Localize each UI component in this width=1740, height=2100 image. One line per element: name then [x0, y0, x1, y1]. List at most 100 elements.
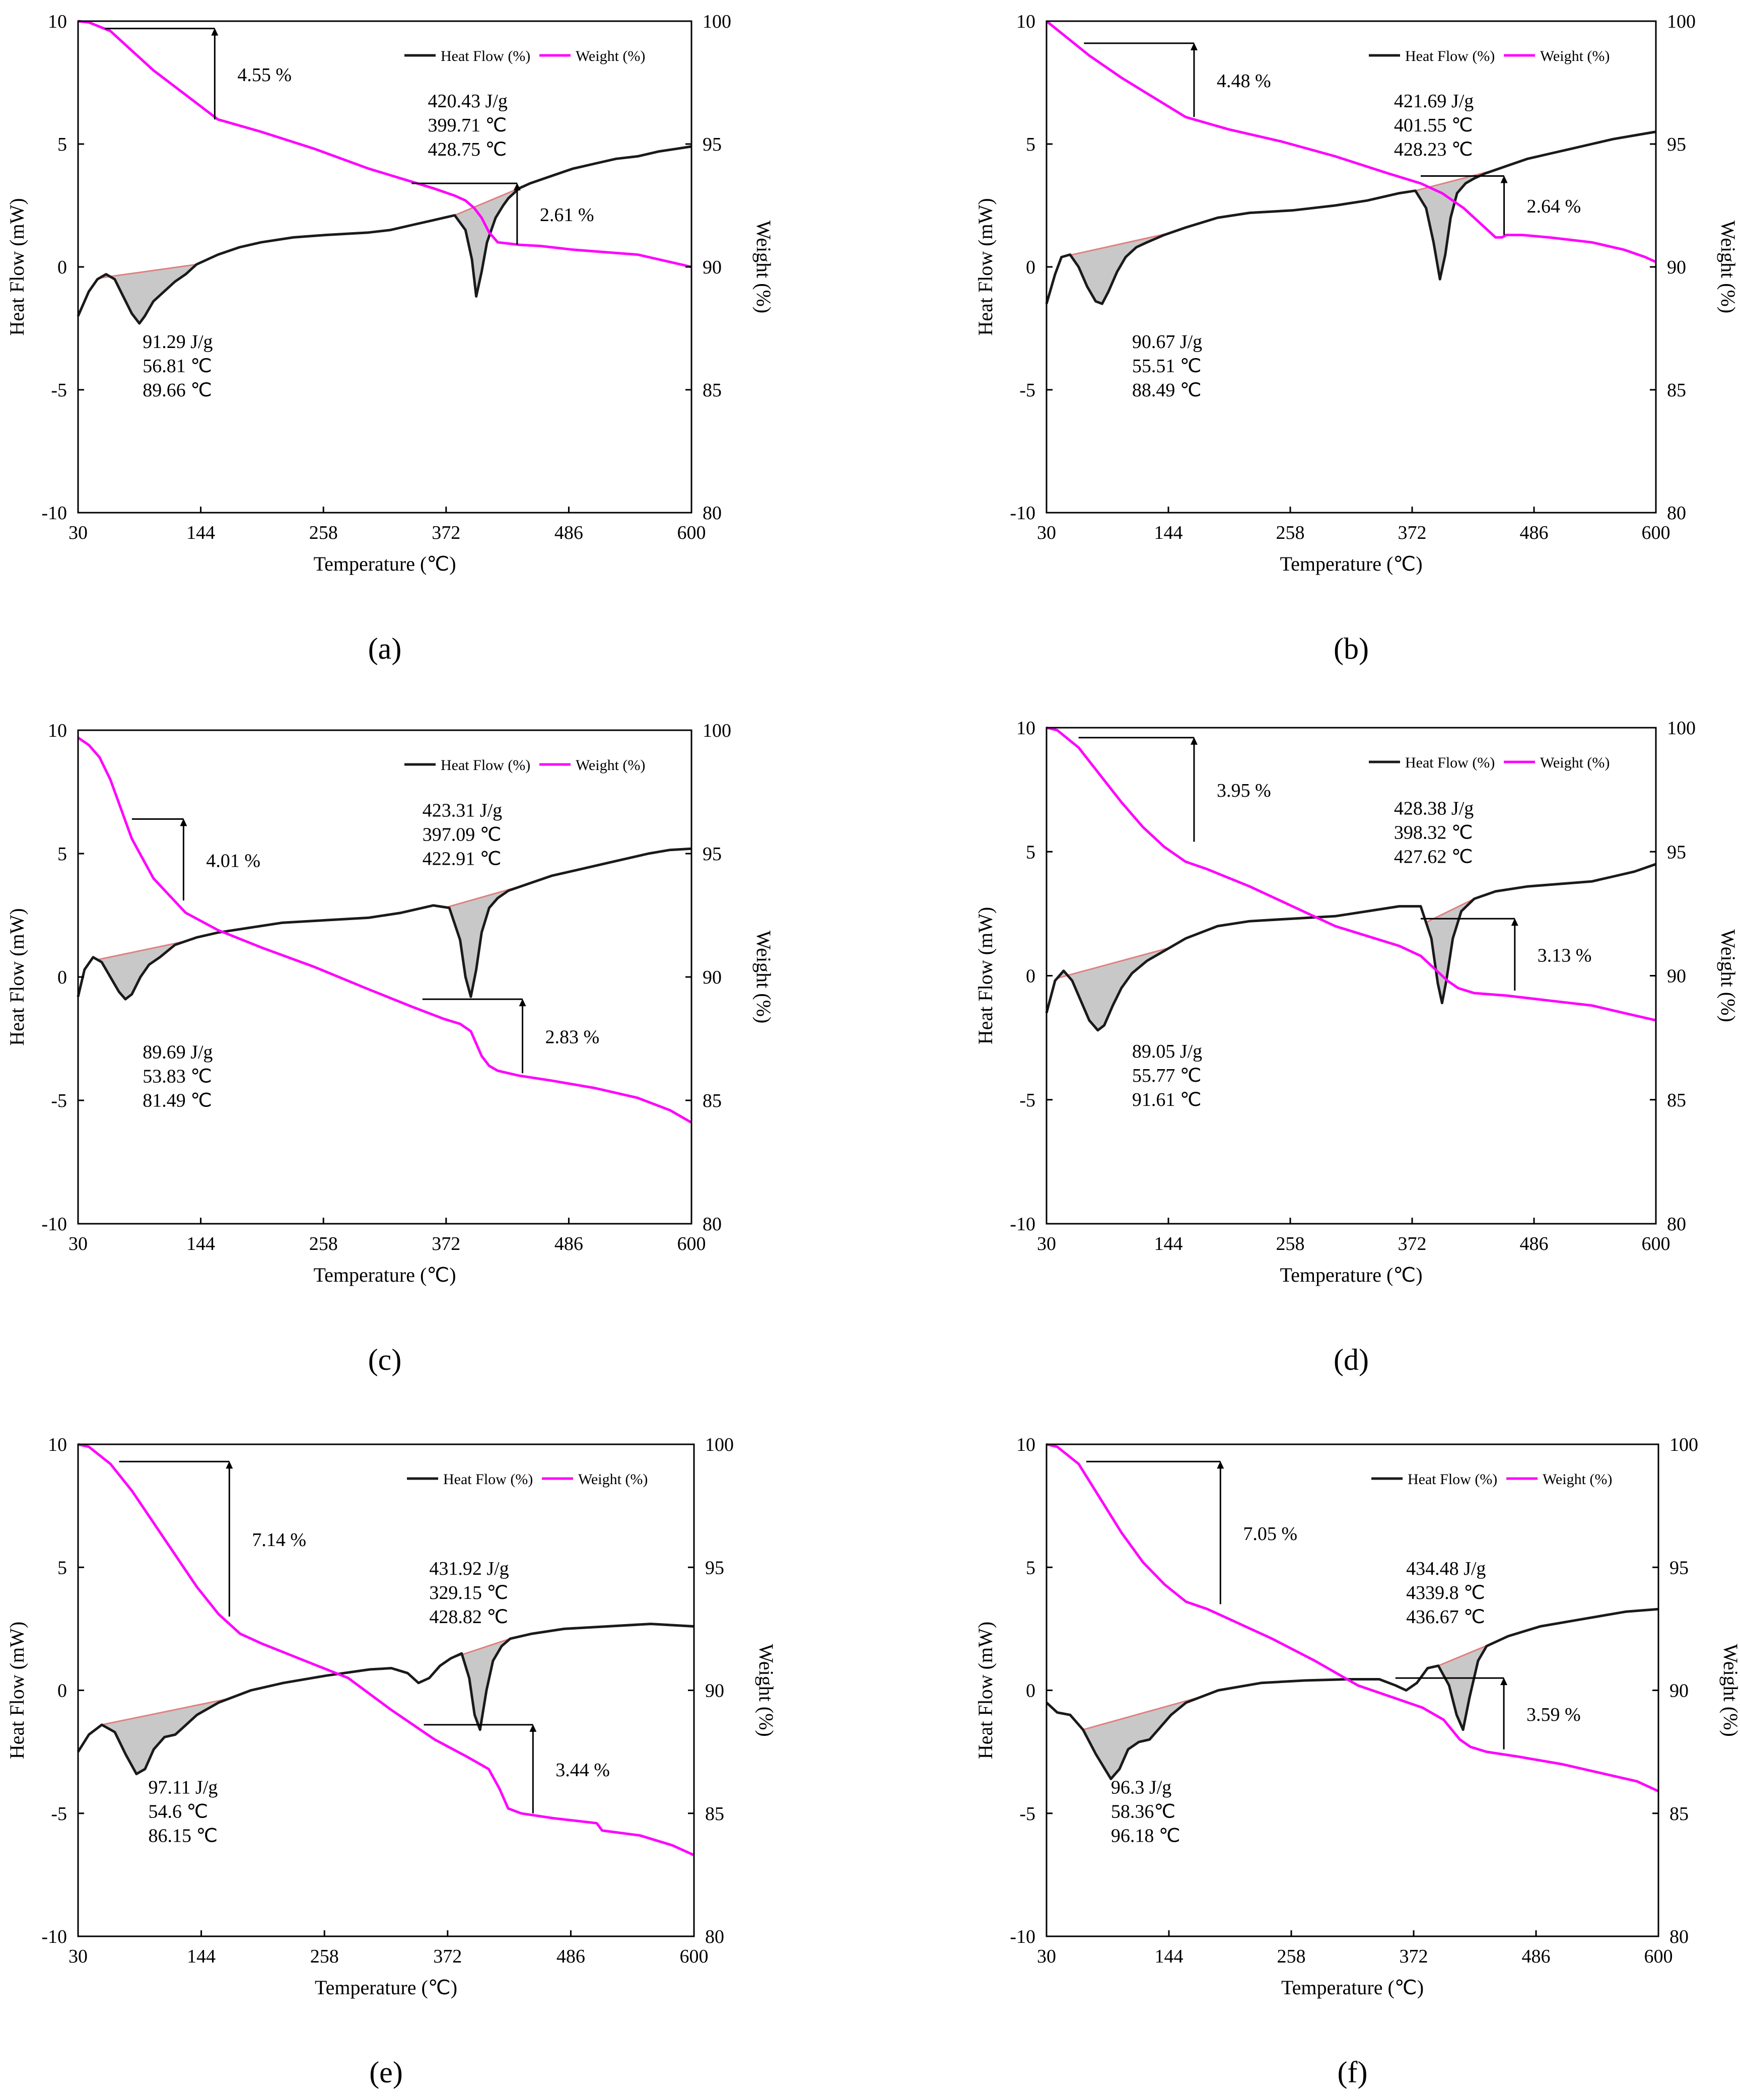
peak-area: [1057, 948, 1170, 1030]
heat-flow-line: [1045, 863, 1656, 1032]
x-tick-label: 30: [68, 522, 88, 543]
y2-tick-label: 90: [703, 257, 722, 278]
y2-tick-label: 85: [703, 1090, 722, 1111]
x-axis-label: Temperature (℃): [1280, 552, 1422, 575]
x-tick-label: 258: [310, 1946, 339, 1967]
peak-area: [451, 1638, 511, 1729]
y-axis-label: Heat Flow (mW): [974, 1622, 997, 1759]
annotation-text: 397.09 ℃: [423, 824, 502, 846]
step-label: 2.83 %: [545, 1027, 600, 1048]
step-label: 7.14 %: [252, 1529, 306, 1551]
annotation-text: 55.77 ℃: [1132, 1065, 1202, 1086]
annotation-text: 54.6 ℃: [148, 1801, 208, 1823]
x-tick-label: 600: [1642, 522, 1671, 543]
x-tick-label: 30: [1037, 1946, 1056, 1967]
y2-tick-label: 100: [1667, 718, 1696, 739]
annotation-text: 401.55 ℃: [1394, 115, 1473, 136]
y2-axis-label: Weight (%): [1717, 929, 1739, 1022]
annotation-text: 91.29 J/g: [143, 331, 213, 353]
peak-baseline: [1061, 232, 1170, 258]
step-marker-arrowhead: [1190, 737, 1198, 745]
peak-area: [99, 264, 197, 323]
x-tick-label: 600: [1642, 1233, 1671, 1254]
step-marker-arrowhead: [513, 183, 521, 191]
y2-tick-label: 95: [1667, 842, 1686, 863]
y2-tick-label: 85: [1667, 380, 1686, 401]
annotation-text: 97.11 J/g: [148, 1777, 218, 1798]
legend-weight-label: Weight (%): [576, 757, 645, 774]
x-tick-label: 486: [1522, 1946, 1551, 1967]
y2-tick-label: 80: [1667, 503, 1686, 524]
step-marker-arrowhead: [529, 1724, 537, 1732]
y-tick-label: 10: [48, 1434, 67, 1455]
y-axis-label: Heat Flow (mW): [6, 198, 28, 335]
annotation-text: 428.23 ℃: [1394, 139, 1473, 160]
annotation-text: 431.92 J/g: [429, 1558, 509, 1579]
peak-baseline: [99, 263, 197, 279]
x-tick-label: 30: [1037, 522, 1056, 543]
step-label: 3.44 %: [555, 1760, 610, 1781]
chart-panel-e: 7.14 % 3.44 % 431.92 J/g 329.15 ℃ 428.82 ℃ 97…: [6, 1434, 778, 2089]
legend-heat-flow-label: Heat Flow (%): [443, 1471, 533, 1488]
y-tick-label: 10: [1016, 11, 1035, 32]
chart-panel-a: 4.55 % 2.61 % 420.43 J/g 399.71 ℃ 428.75 ℃ 91…: [6, 11, 775, 665]
annotation-text: 88.49 ℃: [1132, 380, 1202, 401]
heat-flow-line: [1045, 130, 1656, 305]
step-marker-arrowhead: [211, 28, 219, 36]
y2-tick-label: 90: [1669, 1681, 1689, 1702]
y-tick-label: 0: [1026, 1681, 1035, 1702]
peak-baseline: [101, 1698, 230, 1726]
plot-frame: [77, 1443, 695, 1937]
y2-tick-label: 90: [1667, 966, 1686, 987]
x-tick-label: 486: [556, 1946, 585, 1967]
legend-heat-flow-label: Heat Flow (%): [441, 757, 530, 774]
step-label: 3.13 %: [1538, 945, 1592, 966]
panel-caption: (a): [368, 632, 402, 665]
y2-tick-label: 85: [705, 1803, 724, 1825]
annotation-text: 96.18 ℃: [1111, 1826, 1180, 1847]
y-axis-label: Heat Flow (mW): [6, 1622, 28, 1759]
peak-baseline: [454, 187, 520, 216]
x-tick-label: 372: [432, 1233, 460, 1254]
step-label: 7.05 %: [1243, 1523, 1297, 1545]
y-tick-label: 5: [1026, 842, 1035, 863]
y2-axis-label: Weight (%): [752, 931, 775, 1024]
x-tick-label: 144: [186, 1233, 215, 1254]
x-tick-label: 30: [68, 1946, 88, 1967]
plot-frame: [1046, 20, 1657, 514]
step-marker-arrowhead: [1500, 175, 1508, 183]
annotation-text: 428.82 ℃: [429, 1606, 508, 1628]
panel-caption: (d): [1334, 1343, 1369, 1376]
y2-tick-label: 95: [1669, 1557, 1689, 1578]
y-tick-label: 10: [48, 11, 67, 32]
x-tick-label: 486: [554, 1233, 583, 1254]
weight-line: [78, 20, 692, 268]
y-tick-label: 0: [1026, 257, 1035, 278]
panel-caption: (e): [369, 2056, 403, 2089]
y-tick-label: -10: [1010, 1214, 1035, 1235]
annotation-text: 56.81 ℃: [143, 356, 212, 377]
step-marker-arrowhead: [1500, 1677, 1508, 1686]
legend-heat-flow-label: Heat Flow (%): [441, 48, 530, 64]
x-tick-label: 486: [1520, 1233, 1549, 1254]
y2-tick-label: 80: [1667, 1214, 1686, 1235]
x-tick-label: 600: [680, 1946, 709, 1967]
x-tick-label: 258: [309, 522, 338, 543]
x-tick-label: 372: [1400, 1946, 1428, 1967]
annotation-text: 420.43 J/g: [428, 91, 507, 112]
annotation-text: 434.48 J/g: [1406, 1558, 1486, 1579]
step-marker-arrowhead: [1190, 42, 1198, 50]
y2-tick-label: 90: [1667, 257, 1686, 278]
annotation-text: 398.32 ℃: [1394, 822, 1473, 843]
y2-tick-label: 80: [1669, 1926, 1689, 1947]
weight-line: [1046, 1443, 1659, 1793]
y2-tick-label: 80: [703, 503, 722, 524]
heat-flow-line: [77, 1623, 694, 1776]
heat-flow-line: [1046, 1607, 1659, 1780]
annotation-text: 86.15 ℃: [148, 1826, 218, 1847]
y-tick-label: 10: [1016, 1434, 1035, 1455]
x-tick-label: 144: [1154, 522, 1183, 543]
annotation-text: 4339.8 ℃: [1406, 1582, 1485, 1603]
plot-frame: [1046, 1443, 1659, 1937]
x-axis-label: Temperature (℃): [313, 552, 456, 575]
